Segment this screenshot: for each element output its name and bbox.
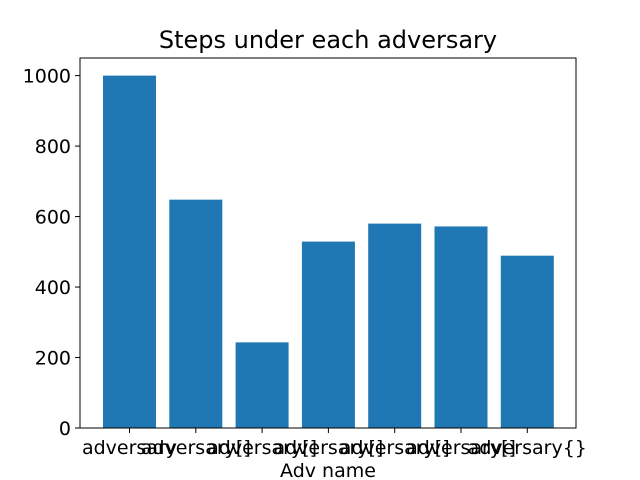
x-axis-label: Adv name [280,460,376,480]
bar-3 [301,241,355,428]
chart-title: Steps under each adversary [159,26,497,54]
x-axis-ticks: adversaryadversary[]adversary[]adversary… [82,428,587,459]
y-tick-label-5: 1000 [23,66,71,88]
x-tick-label-5: adversary[] [406,437,516,459]
x-tick-label-0: adversary [82,437,177,459]
bar-1 [169,199,223,428]
x-tick-label-6: adversary{} [468,437,587,459]
bars-group [103,75,554,428]
bar-0 [103,75,156,428]
y-tick-label-3: 600 [35,207,71,229]
y-axis-ticks: 0 200 400 600 800 1000 [23,66,80,440]
bar-4 [368,223,422,428]
plot-frame [79,57,577,429]
y-tick-label-2: 400 [35,277,71,299]
y-tick-label-4: 800 [35,136,71,158]
bar-5 [434,226,488,428]
x-tick-label-2: adversary[] [207,437,317,459]
y-tick-label-1: 200 [35,348,71,370]
x-tick-label-1: adversary[] [141,437,251,459]
y-tick-label-0: 0 [59,418,71,440]
bar-6 [500,255,554,428]
x-tick-label-3: adversary[] [273,437,383,459]
bar-2 [235,342,289,428]
x-tick-label-4: adversary[] [340,437,450,459]
